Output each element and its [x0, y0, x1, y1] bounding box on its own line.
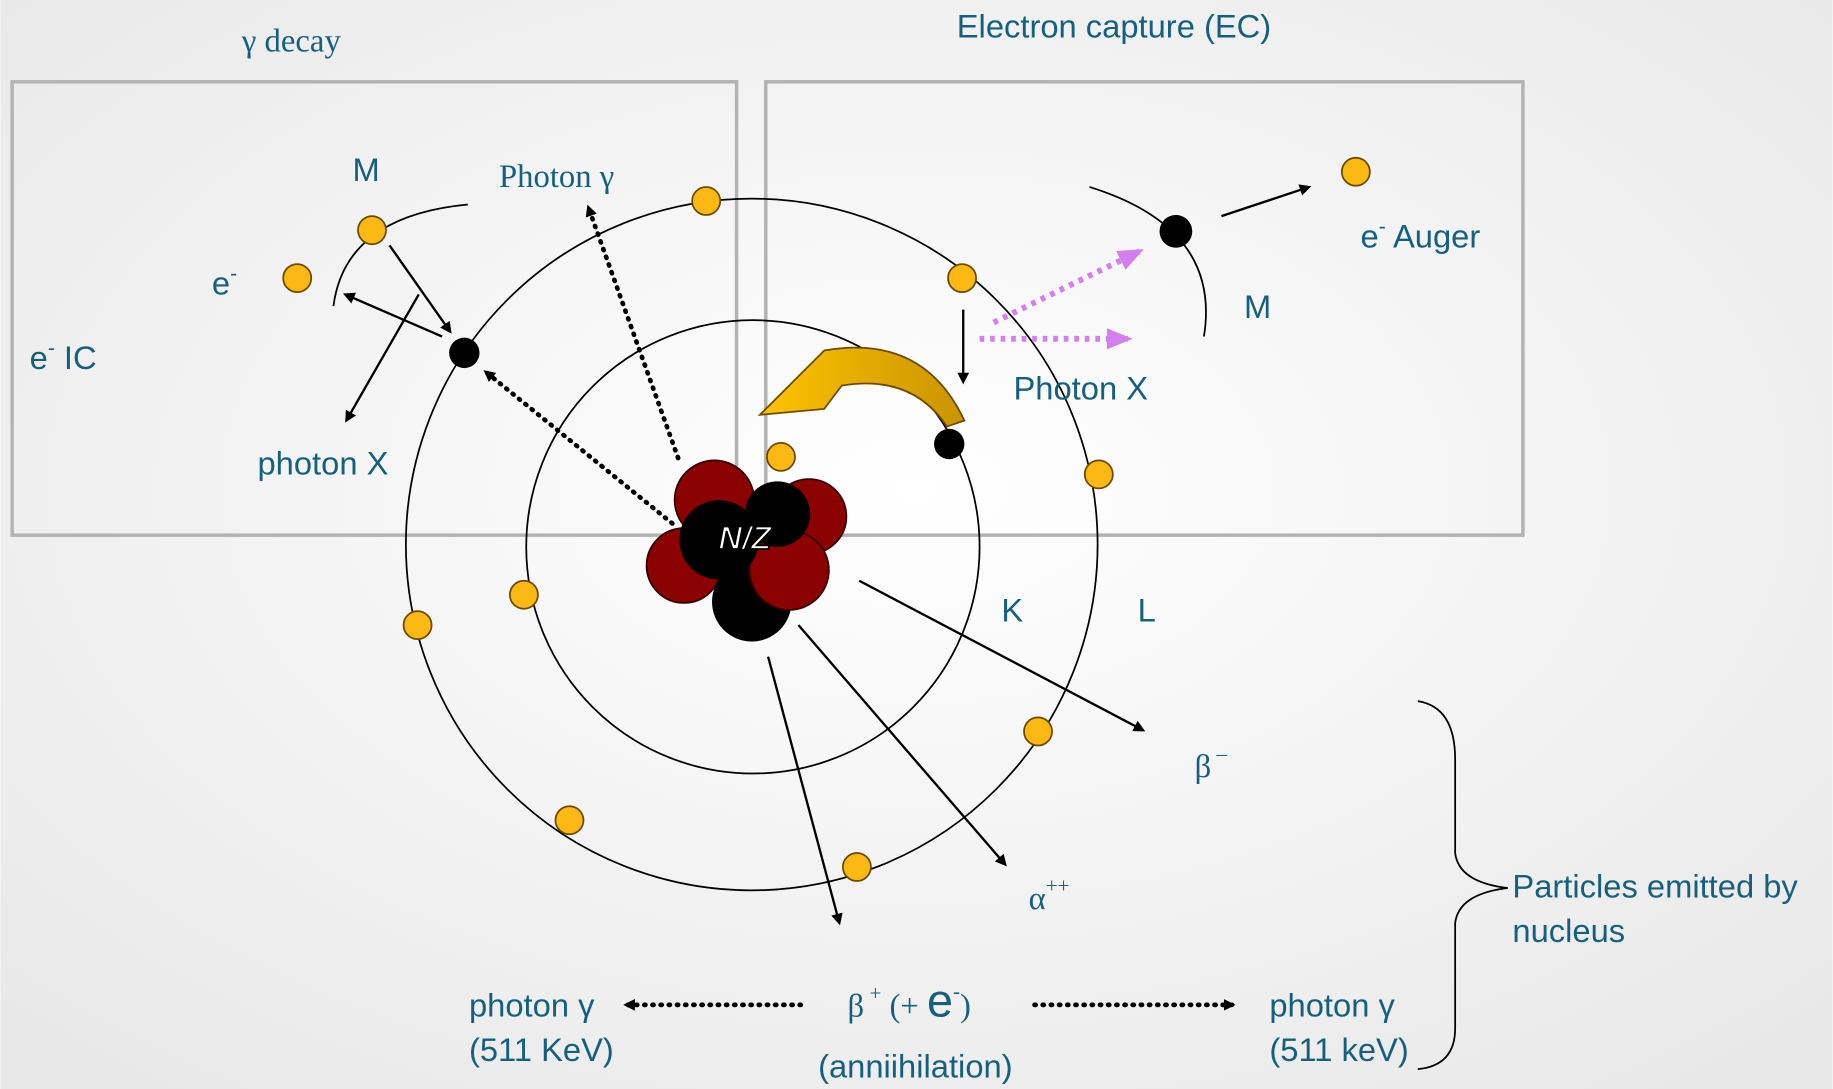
- nucleus: [645, 459, 848, 642]
- k-orbit: [525, 319, 981, 775]
- text: (+: [881, 989, 927, 1025]
- gamma-box: [10, 80, 739, 537]
- label: M: [1244, 288, 1271, 325]
- text: -: [230, 262, 237, 285]
- text: -: [953, 979, 960, 1003]
- label: (511 keV): [1269, 1031, 1408, 1068]
- label: Particles emitted by: [1512, 867, 1798, 904]
- nucleus-label: N/Z: [718, 519, 772, 556]
- electrons: [282, 156, 1371, 882]
- label: photon γ: [1269, 987, 1395, 1024]
- text: e: [30, 339, 48, 376]
- text: α: [1029, 881, 1046, 917]
- label: Photon γ: [499, 159, 614, 195]
- text: β: [848, 989, 865, 1025]
- ec-box: [764, 80, 1525, 537]
- text: e: [927, 975, 953, 1027]
- label: photon X: [257, 444, 388, 481]
- capture-arrow: [757, 346, 966, 428]
- label: Photon X: [1013, 370, 1148, 407]
- label: (511 KeV): [469, 1031, 614, 1068]
- label: γ decay: [241, 23, 342, 59]
- label: L: [1138, 592, 1156, 629]
- label: e- Auger: [1361, 216, 1481, 255]
- label: β –: [1195, 742, 1228, 785]
- label: M: [353, 151, 380, 188]
- label: β + (+ e-): [848, 975, 971, 1027]
- text: –: [1211, 742, 1227, 766]
- arrows: [342, 184, 1508, 1071]
- label: nucleus: [1512, 912, 1625, 949]
- text: β: [1195, 749, 1212, 785]
- label: Electron capture (EC): [957, 7, 1271, 44]
- text: ++: [1046, 874, 1070, 898]
- label: K: [1001, 592, 1023, 629]
- text: e: [212, 264, 230, 301]
- label: α++: [1029, 874, 1070, 917]
- text: -: [48, 337, 55, 360]
- text: e: [1361, 218, 1379, 255]
- label: photon γ: [469, 987, 595, 1024]
- text: +: [864, 981, 881, 1005]
- text: IC: [55, 339, 97, 376]
- label: e- IC: [30, 337, 97, 376]
- text: ): [960, 989, 971, 1025]
- label: (anniihilation): [818, 1047, 1013, 1084]
- text: Auger: [1386, 218, 1481, 255]
- l-orbit: [405, 197, 1099, 892]
- label: e-: [212, 262, 237, 301]
- text: -: [1379, 216, 1386, 239]
